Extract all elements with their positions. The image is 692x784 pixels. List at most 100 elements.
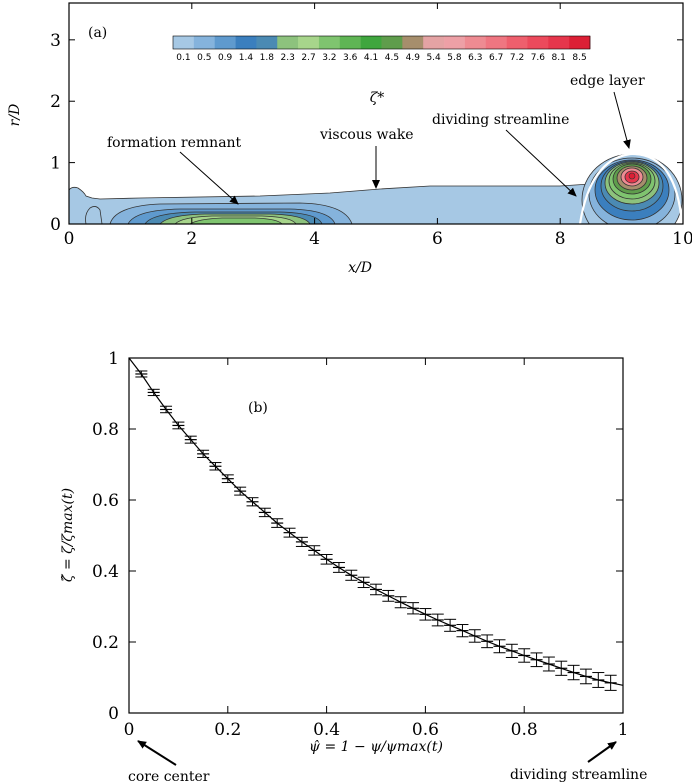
data-point <box>444 618 457 632</box>
colorbar-tick-label: 7.2 <box>510 53 524 63</box>
vortex-c11 <box>628 172 636 180</box>
colorbar-swatch-12 <box>423 36 445 49</box>
y-tick-label: 1 <box>108 349 119 369</box>
data-point <box>370 583 382 596</box>
colorbar-tick-label: 0.5 <box>197 53 211 63</box>
x-tick-label: 0 <box>64 229 75 249</box>
data-point <box>332 562 345 573</box>
colorbar-tick-label: 6.3 <box>468 53 482 63</box>
data-point <box>579 668 592 685</box>
data-point <box>234 486 247 496</box>
y-tick-label: 0.6 <box>92 491 119 511</box>
data-point <box>271 518 284 528</box>
colorbar-swatch-5 <box>277 36 299 49</box>
data-point <box>481 634 494 649</box>
data-point <box>209 462 222 471</box>
colorbar-tick-label: 3.2 <box>322 53 336 63</box>
x-tick-label: 0.2 <box>214 720 241 740</box>
b-xlabel: ψ̂ = 1 − ψ/ψmax(t) <box>309 739 443 755</box>
arrow-edge-layer <box>613 91 631 149</box>
annotation-viscous-wake: viscous wake <box>319 127 414 143</box>
ticks-b: 0 0.2 0.4 0.6 0.8 1 0 0.2 0.4 0.6 0.8 1 <box>92 349 628 740</box>
data-point <box>295 536 308 547</box>
axes-frame-a <box>68 2 684 225</box>
data-point <box>592 672 605 688</box>
fit-curve <box>128 357 624 686</box>
colorbar-tick-label: 1.4 <box>239 53 254 63</box>
colorbar-tick-label: 8.5 <box>572 53 586 63</box>
data-point <box>135 370 148 378</box>
colorbar-tick-label: 4.1 <box>364 53 378 63</box>
colorbar-swatch-9 <box>360 36 382 49</box>
remnant-contour-6 <box>189 217 283 224</box>
data-point <box>320 553 333 565</box>
colorbar-frame <box>172 35 591 50</box>
x-tick-label: 0.8 <box>511 720 538 740</box>
colorbar-swatch-2 <box>214 36 236 49</box>
colorbar-swatch-18 <box>548 36 570 49</box>
colorbar-tick-label: 4.5 <box>385 53 399 63</box>
y-tick-label: 0.2 <box>92 633 119 653</box>
data-point <box>468 629 481 643</box>
annotation-core-center: core center <box>128 769 210 784</box>
colorbar-swatch-0 <box>173 36 195 49</box>
colorbar-tick-label: 5.8 <box>447 53 462 63</box>
arrow-dividing-streamline-a <box>505 129 577 197</box>
colorbar-swatch-3 <box>235 36 257 49</box>
colorbar-tick-label: 2.3 <box>281 53 295 63</box>
upstream-bump <box>85 206 103 224</box>
dividing-streamline-curve <box>578 152 683 224</box>
data-point <box>518 648 531 663</box>
colorbar-tick-label: 3.6 <box>343 53 358 63</box>
x-tick-label: 0 <box>124 720 135 740</box>
data-point <box>221 474 234 484</box>
colorbar-tick-label: 6.7 <box>489 53 503 63</box>
data-point <box>419 608 432 621</box>
axes-frame-b <box>128 357 624 714</box>
x-tick-label: 0.6 <box>412 720 439 740</box>
data-point <box>258 507 271 518</box>
x-tick-label: 10 <box>672 229 692 249</box>
colorbar-tick-label: 0.9 <box>218 53 233 63</box>
data-point <box>308 545 321 556</box>
y-tick-label: 0 <box>108 704 119 724</box>
data-point <box>555 660 568 676</box>
b-ylabel: ζ̂ = ζ/ζmax(t) <box>60 488 76 582</box>
ticks-a: 0 2 4 6 8 10 0 1 2 3 <box>50 3 692 249</box>
error-bars <box>135 370 617 691</box>
x-tick-label: 8 <box>555 229 566 249</box>
x-tick-label: 6 <box>432 229 443 249</box>
data-point <box>246 497 259 507</box>
arrow-dividing-streamline-b <box>587 741 617 763</box>
vorticity-contours <box>69 152 683 224</box>
panel-a: 0.1 0.5 0.9 1.4 1.8 2.3 2.7 3.2 3.6 4.1 4.5 4.9 5.4 5… <box>7 2 692 276</box>
colorbar-swatch-16 <box>506 36 528 49</box>
data-point <box>172 421 185 430</box>
colorbar-swatch-1 <box>193 36 215 49</box>
colorbar-tick-label: 4.9 <box>406 53 421 63</box>
data-point <box>184 435 197 444</box>
panel-a-label: (a) <box>88 25 107 41</box>
colorbar-swatch-8 <box>339 36 361 49</box>
data-point <box>407 602 420 615</box>
data-point <box>542 656 555 672</box>
data-point <box>431 613 444 627</box>
data-point <box>160 405 173 414</box>
colorbar-swatch-10 <box>381 36 403 49</box>
annotation-dividing-streamline-b: dividing streamline <box>510 767 647 783</box>
data-point <box>283 527 296 538</box>
x-tick-label: 1 <box>618 720 629 740</box>
data-point <box>456 624 469 638</box>
colorbar-swatch-13 <box>444 36 466 49</box>
data-point <box>505 643 518 658</box>
arrow-core-center <box>137 740 177 766</box>
colorbar-tick-label: 8.1 <box>552 53 566 63</box>
y-tick-label: 1 <box>50 154 61 174</box>
data-point <box>197 449 210 458</box>
data-point <box>394 596 407 609</box>
colorbar-label: ζ* <box>370 90 385 106</box>
colorbar-tick-label: 0.1 <box>176 53 190 63</box>
y-tick-label: 2 <box>50 92 61 112</box>
annotation-formation-remnant: formation remnant <box>107 135 242 151</box>
